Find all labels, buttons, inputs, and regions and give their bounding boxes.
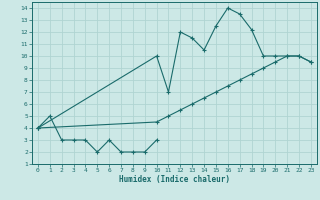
- X-axis label: Humidex (Indice chaleur): Humidex (Indice chaleur): [119, 175, 230, 184]
